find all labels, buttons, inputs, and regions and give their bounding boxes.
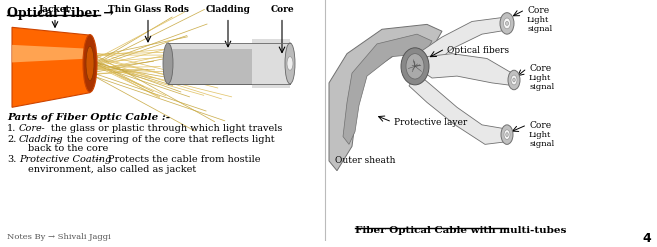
- Polygon shape: [252, 39, 290, 88]
- Ellipse shape: [83, 35, 97, 92]
- Polygon shape: [168, 43, 290, 84]
- Text: Core: Core: [529, 64, 551, 73]
- Polygon shape: [343, 34, 432, 144]
- Ellipse shape: [506, 133, 509, 137]
- Ellipse shape: [512, 78, 515, 82]
- Polygon shape: [425, 54, 515, 86]
- Text: --  the covering of the core that reflects light: -- the covering of the core that reflect…: [51, 135, 275, 144]
- Text: Cladding: Cladding: [206, 5, 250, 14]
- Ellipse shape: [163, 43, 173, 84]
- Polygon shape: [12, 45, 90, 62]
- Text: --  the glass or plastic through which light travels: -- the glass or plastic through which li…: [35, 124, 283, 133]
- Polygon shape: [409, 73, 509, 144]
- Text: Core: Core: [19, 124, 43, 133]
- Polygon shape: [12, 27, 90, 107]
- Text: Protective layer: Protective layer: [394, 118, 467, 127]
- Ellipse shape: [511, 75, 517, 85]
- Text: --  Protects the cable from hostile: -- Protects the cable from hostile: [92, 155, 260, 164]
- Ellipse shape: [86, 46, 94, 81]
- Text: Optical fibers: Optical fibers: [447, 46, 509, 55]
- Ellipse shape: [406, 54, 424, 79]
- Text: Parts of Fiber Optic Cable :-: Parts of Fiber Optic Cable :-: [7, 113, 170, 122]
- Ellipse shape: [501, 125, 513, 144]
- Ellipse shape: [508, 70, 520, 90]
- Text: back to the core: back to the core: [28, 144, 108, 153]
- Ellipse shape: [401, 48, 429, 85]
- Ellipse shape: [287, 57, 293, 70]
- Text: Jacket: Jacket: [39, 5, 71, 14]
- Text: Notes By → Shivali Jaggi: Notes By → Shivali Jaggi: [7, 233, 111, 241]
- Text: Core: Core: [529, 121, 551, 130]
- Text: Cladding: Cladding: [19, 135, 64, 144]
- Ellipse shape: [285, 43, 295, 84]
- Text: 1.: 1.: [7, 124, 16, 133]
- Text: Thin Glass Rods: Thin Glass Rods: [108, 5, 189, 14]
- Text: Fiber Optical Cable with multi-tubes: Fiber Optical Cable with multi-tubes: [355, 226, 566, 235]
- Text: Protective Coating: Protective Coating: [19, 155, 111, 164]
- Text: Core: Core: [270, 5, 294, 14]
- Ellipse shape: [500, 13, 514, 34]
- Polygon shape: [422, 18, 512, 70]
- Text: Light
signal: Light signal: [529, 74, 555, 91]
- Polygon shape: [329, 24, 442, 171]
- Ellipse shape: [505, 21, 509, 25]
- Text: Light
signal: Light signal: [527, 16, 553, 33]
- Ellipse shape: [504, 130, 510, 140]
- Polygon shape: [168, 43, 290, 49]
- Text: 4: 4: [643, 232, 651, 245]
- Text: 3.: 3.: [7, 155, 16, 164]
- Text: environment, also called as jacket: environment, also called as jacket: [28, 165, 196, 174]
- Text: Optical Fiber →: Optical Fiber →: [7, 7, 114, 20]
- Text: Outer sheath: Outer sheath: [335, 156, 396, 165]
- Text: Light
signal: Light signal: [529, 131, 555, 148]
- Ellipse shape: [503, 18, 510, 29]
- Text: Core: Core: [527, 6, 549, 15]
- Text: 2.: 2.: [7, 135, 16, 144]
